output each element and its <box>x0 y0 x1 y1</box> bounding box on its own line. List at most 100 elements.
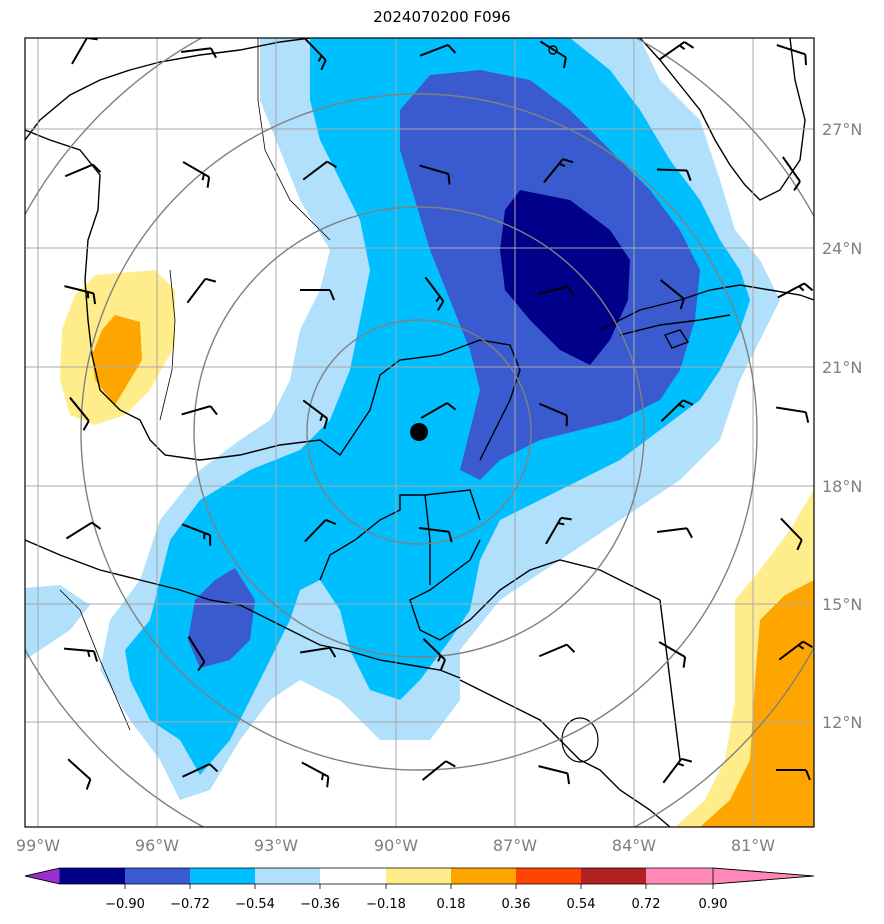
colorbar-tick-label: −0.18 <box>366 897 406 912</box>
lon-label: 84°W <box>612 836 656 855</box>
wind-barb <box>300 289 335 301</box>
wind-barb <box>424 276 445 311</box>
wind-barb <box>187 635 206 672</box>
lon-label: 87°W <box>493 836 537 855</box>
wind-barb <box>63 647 99 662</box>
wind-barb <box>659 41 695 60</box>
contour-royalblue-south <box>188 568 255 668</box>
wind-barb <box>419 164 451 185</box>
wind-barb <box>65 521 102 540</box>
colorbar-tick-label: −0.54 <box>235 897 275 912</box>
contour-navy <box>500 190 630 365</box>
coast-pacific <box>25 539 461 679</box>
colorbar-swatch <box>60 868 125 884</box>
border-misc-1 <box>159 269 176 421</box>
map-frame <box>24 37 815 828</box>
lat-label: 21°N <box>822 358 862 377</box>
colorbar-swatch <box>125 868 190 884</box>
wind-barb <box>539 40 567 69</box>
border-guatemala <box>424 489 481 521</box>
wind-barb <box>420 402 457 419</box>
wind-barb <box>776 769 811 781</box>
wind-barb <box>421 760 456 781</box>
colorbar-swatch <box>451 868 516 884</box>
wind-barb <box>182 161 211 188</box>
lon-label: 90°W <box>374 836 418 855</box>
wind-barb <box>782 156 801 192</box>
wind-barb <box>543 158 574 184</box>
wind-barb <box>300 646 337 658</box>
wind-barb <box>301 761 330 788</box>
colorbar-ticks <box>124 884 714 889</box>
lon-label: 99°W <box>16 836 60 855</box>
colorbar-outline <box>24 867 815 885</box>
storm-center-marker <box>410 423 428 441</box>
colorbar-tick-label: −0.72 <box>170 897 210 912</box>
contour-lightblue-west <box>25 585 90 660</box>
lat-labels: 27°N 24°N 21°N 18°N 15°N 12°N <box>822 120 862 732</box>
colorbar-swatch <box>386 868 451 884</box>
range-ring-2 <box>193 206 645 658</box>
colorbar-swatch <box>516 868 581 884</box>
colorbar: −0.90 −0.72 −0.54 −0.36 −0.18 0.18 0.36 … <box>24 867 815 912</box>
wind-barb <box>69 396 90 431</box>
wind-barb <box>302 399 329 430</box>
wind-barb <box>67 758 92 790</box>
colorbar-swatch <box>581 868 646 884</box>
wind-barb <box>181 523 212 546</box>
colorbar-tick-label: 0.36 <box>502 897 531 912</box>
wind-barb <box>304 519 337 543</box>
lon-labels: 99°W 96°W 93°W 90°W 87°W 84°W 81°W <box>16 836 775 855</box>
lat-label: 18°N <box>822 477 862 496</box>
range-ring-3 <box>80 93 758 771</box>
wind-barb <box>538 765 571 785</box>
lon-label: 93°W <box>254 836 298 855</box>
wind-barb <box>182 763 219 778</box>
lat-label: 24°N <box>822 239 862 258</box>
wind-barb <box>778 640 813 661</box>
coast-ca-south <box>459 679 671 827</box>
wind-barb <box>64 163 102 178</box>
border-misc-3 <box>59 589 131 731</box>
colorbar-tick-label: −0.90 <box>105 897 145 912</box>
lake-nicaragua <box>561 717 599 763</box>
coast-caribbean-ca <box>409 539 661 641</box>
colorbar-tick-label: 0.18 <box>437 897 466 912</box>
small-island <box>548 45 558 55</box>
lon-label: 96°W <box>135 836 179 855</box>
wind-barb <box>538 643 576 658</box>
border-misc-2 <box>257 38 331 241</box>
wind-barb <box>538 285 575 296</box>
wind-barb <box>776 44 808 66</box>
island-isla-juventud <box>663 329 690 349</box>
coast-cuba-south <box>619 314 731 336</box>
coast-florida <box>639 38 806 201</box>
wind-barb <box>662 757 693 784</box>
wind-barb <box>545 516 572 545</box>
colorbar-tick-label: 0.90 <box>699 897 728 912</box>
wind-barb <box>656 168 692 181</box>
wind-barb <box>419 44 457 57</box>
wind-barb <box>780 517 803 551</box>
contour-orange-west <box>92 315 142 405</box>
wind-barb <box>776 406 810 423</box>
colorbar-tick-label: 0.54 <box>567 897 596 912</box>
lat-label: 27°N <box>822 120 862 139</box>
coast-texas-north <box>25 38 311 141</box>
coast-nicaragua <box>659 599 681 761</box>
wind-barb <box>302 160 337 181</box>
colorbar-extend-high <box>712 867 815 885</box>
wind-barb <box>538 402 568 427</box>
wind-barb <box>186 277 217 304</box>
colorbar-tick-label: −0.36 <box>300 897 340 912</box>
wind-barb <box>71 38 98 65</box>
wind-barb <box>422 638 446 671</box>
wind-barb <box>180 47 217 59</box>
range-rings <box>25 38 814 827</box>
wind-barb <box>181 405 218 416</box>
colorbar-swatch <box>320 868 386 884</box>
map-title: 2024070200 F096 <box>373 8 511 26</box>
wind-barb <box>656 527 693 539</box>
contour-fill <box>25 38 814 827</box>
